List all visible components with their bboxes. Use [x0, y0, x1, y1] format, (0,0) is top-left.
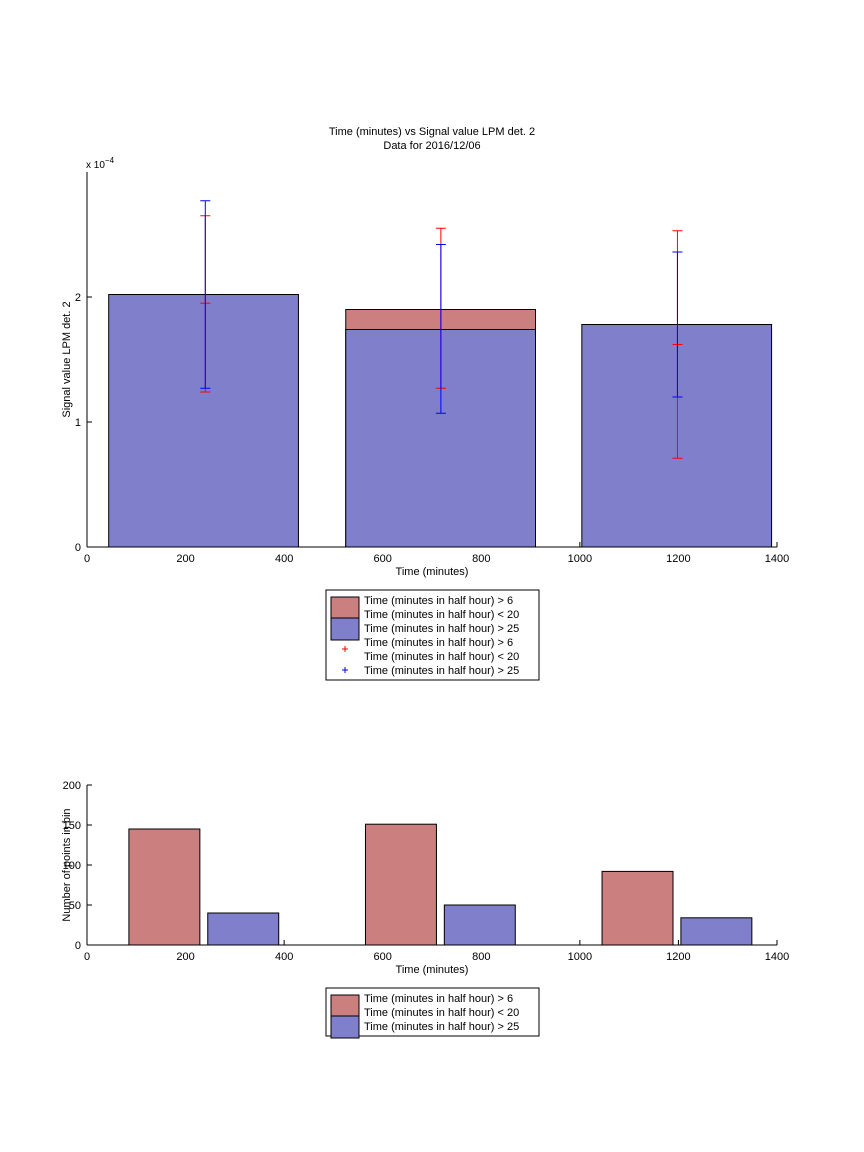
chart2-x-tick-label: 1200	[666, 951, 690, 963]
chart2-bar-red	[128, 828, 201, 946]
chart1-legend-entry-text: Time (minutes in half hour) > 6	[364, 637, 513, 649]
chart1-x-tick-label: 600	[374, 553, 392, 565]
chart2-bar-red	[364, 823, 437, 946]
chart2-bar-blue	[207, 912, 280, 946]
chart1-x-tick-label: 400	[275, 553, 293, 565]
chart2-y-tick-label: 0	[75, 940, 81, 952]
chart2-legend-swatch	[330, 994, 360, 1018]
chart1-errorbar-blue	[200, 200, 211, 389]
chart2-bar-blue	[443, 904, 516, 946]
chart2-y-tick-label: 100	[63, 860, 81, 872]
chart2-x-tick-label: 0	[84, 951, 90, 963]
chart1-bar-blue	[108, 294, 299, 548]
chart2-x-tick-label: 1400	[765, 951, 789, 963]
chart1-legend-entry-text: Time (minutes in half hour) > 25	[364, 665, 519, 677]
chart1-exponent-label: x 10−4	[86, 156, 115, 171]
chart2-legend-swatch	[330, 1015, 360, 1039]
chart2-legend-entry-text: Time (minutes in half hour) < 20	[364, 1007, 519, 1019]
chart1-errorbar-blue	[435, 244, 446, 414]
chart1-legend-swatch	[330, 596, 360, 620]
chart2-x-tick-label: 400	[275, 951, 293, 963]
chart2-legend-box	[325, 987, 540, 1037]
chart2-y-tick-label: 200	[63, 780, 81, 792]
chart1-legend-box	[325, 589, 540, 681]
chart1-legend-entry-text: Time (minutes in half hour) < 20	[364, 609, 519, 621]
chart2-legend: Time (minutes in half hour) > 6 Time (min…	[325, 987, 540, 1039]
chart1-subtitle: Data for 2016/12/06	[383, 140, 480, 152]
chart1-y-tick-label: 1	[75, 417, 81, 429]
chart2-bar-blue	[680, 917, 753, 946]
chart2-x-axis-label: Time (minutes)	[396, 964, 469, 976]
chart2-y-tick-label: 50	[69, 900, 81, 912]
chart1-x-axis-label: Time (minutes)	[396, 566, 469, 578]
chart1-x-tick-label: 1200	[666, 553, 690, 565]
chart1-errorbar-blue	[672, 251, 683, 398]
chart1-y-tick-label: 0	[75, 542, 81, 554]
chart2-x-tick-label: 1000	[568, 951, 592, 963]
chart2-plot: 0 200 400 600 800 1000 1200 1400 0 50 100 150 200 Tim…	[61, 780, 789, 976]
chart2-y-axis-label: Number of points in bin	[61, 808, 73, 921]
chart1-x-tick-label: 800	[472, 553, 490, 565]
chart1-legend: Time (minutes in half hour) > 6 Time (min…	[325, 589, 540, 681]
chart2-y-tick-label: 150	[63, 820, 81, 832]
chart2-legend-entry-text: Time (minutes in half hour) > 6	[364, 993, 513, 1005]
chart1-y-axis-label: Signal value LPM det. 2	[61, 301, 73, 417]
chart1-bar-blue	[581, 324, 773, 548]
chart2-x-tick-label: 800	[472, 951, 490, 963]
chart1-legend-entry-text: Time (minutes in half hour) > 6	[364, 595, 513, 607]
chart2-bar-red	[601, 870, 674, 946]
chart1-x-tick-label: 200	[176, 553, 194, 565]
chart2-x-tick-label: 200	[176, 951, 194, 963]
chart1-legend-entry-text: Time (minutes in half hour) > 25	[364, 623, 519, 635]
chart1-legend-swatch	[330, 617, 360, 641]
chart1-legend-entry-text: Time (minutes in half hour) < 20	[364, 651, 519, 663]
chart1-x-tick-label: 1400	[765, 553, 789, 565]
chart1-title: Time (minutes) vs Signal value LPM det. …	[329, 126, 535, 138]
chart1-x-tick-label: 0	[84, 553, 90, 565]
chart2-legend-entry-text: Time (minutes in half hour) > 25	[364, 1021, 519, 1033]
chart1-x-tick-label: 1000	[568, 553, 592, 565]
chart1-plot: 0 200 400 600 800 1000 1200 1400 0 1 2 Time (minute…	[61, 172, 789, 578]
chart2-x-tick-label: 600	[374, 951, 392, 963]
chart1-y-tick-label: 2	[75, 292, 81, 304]
